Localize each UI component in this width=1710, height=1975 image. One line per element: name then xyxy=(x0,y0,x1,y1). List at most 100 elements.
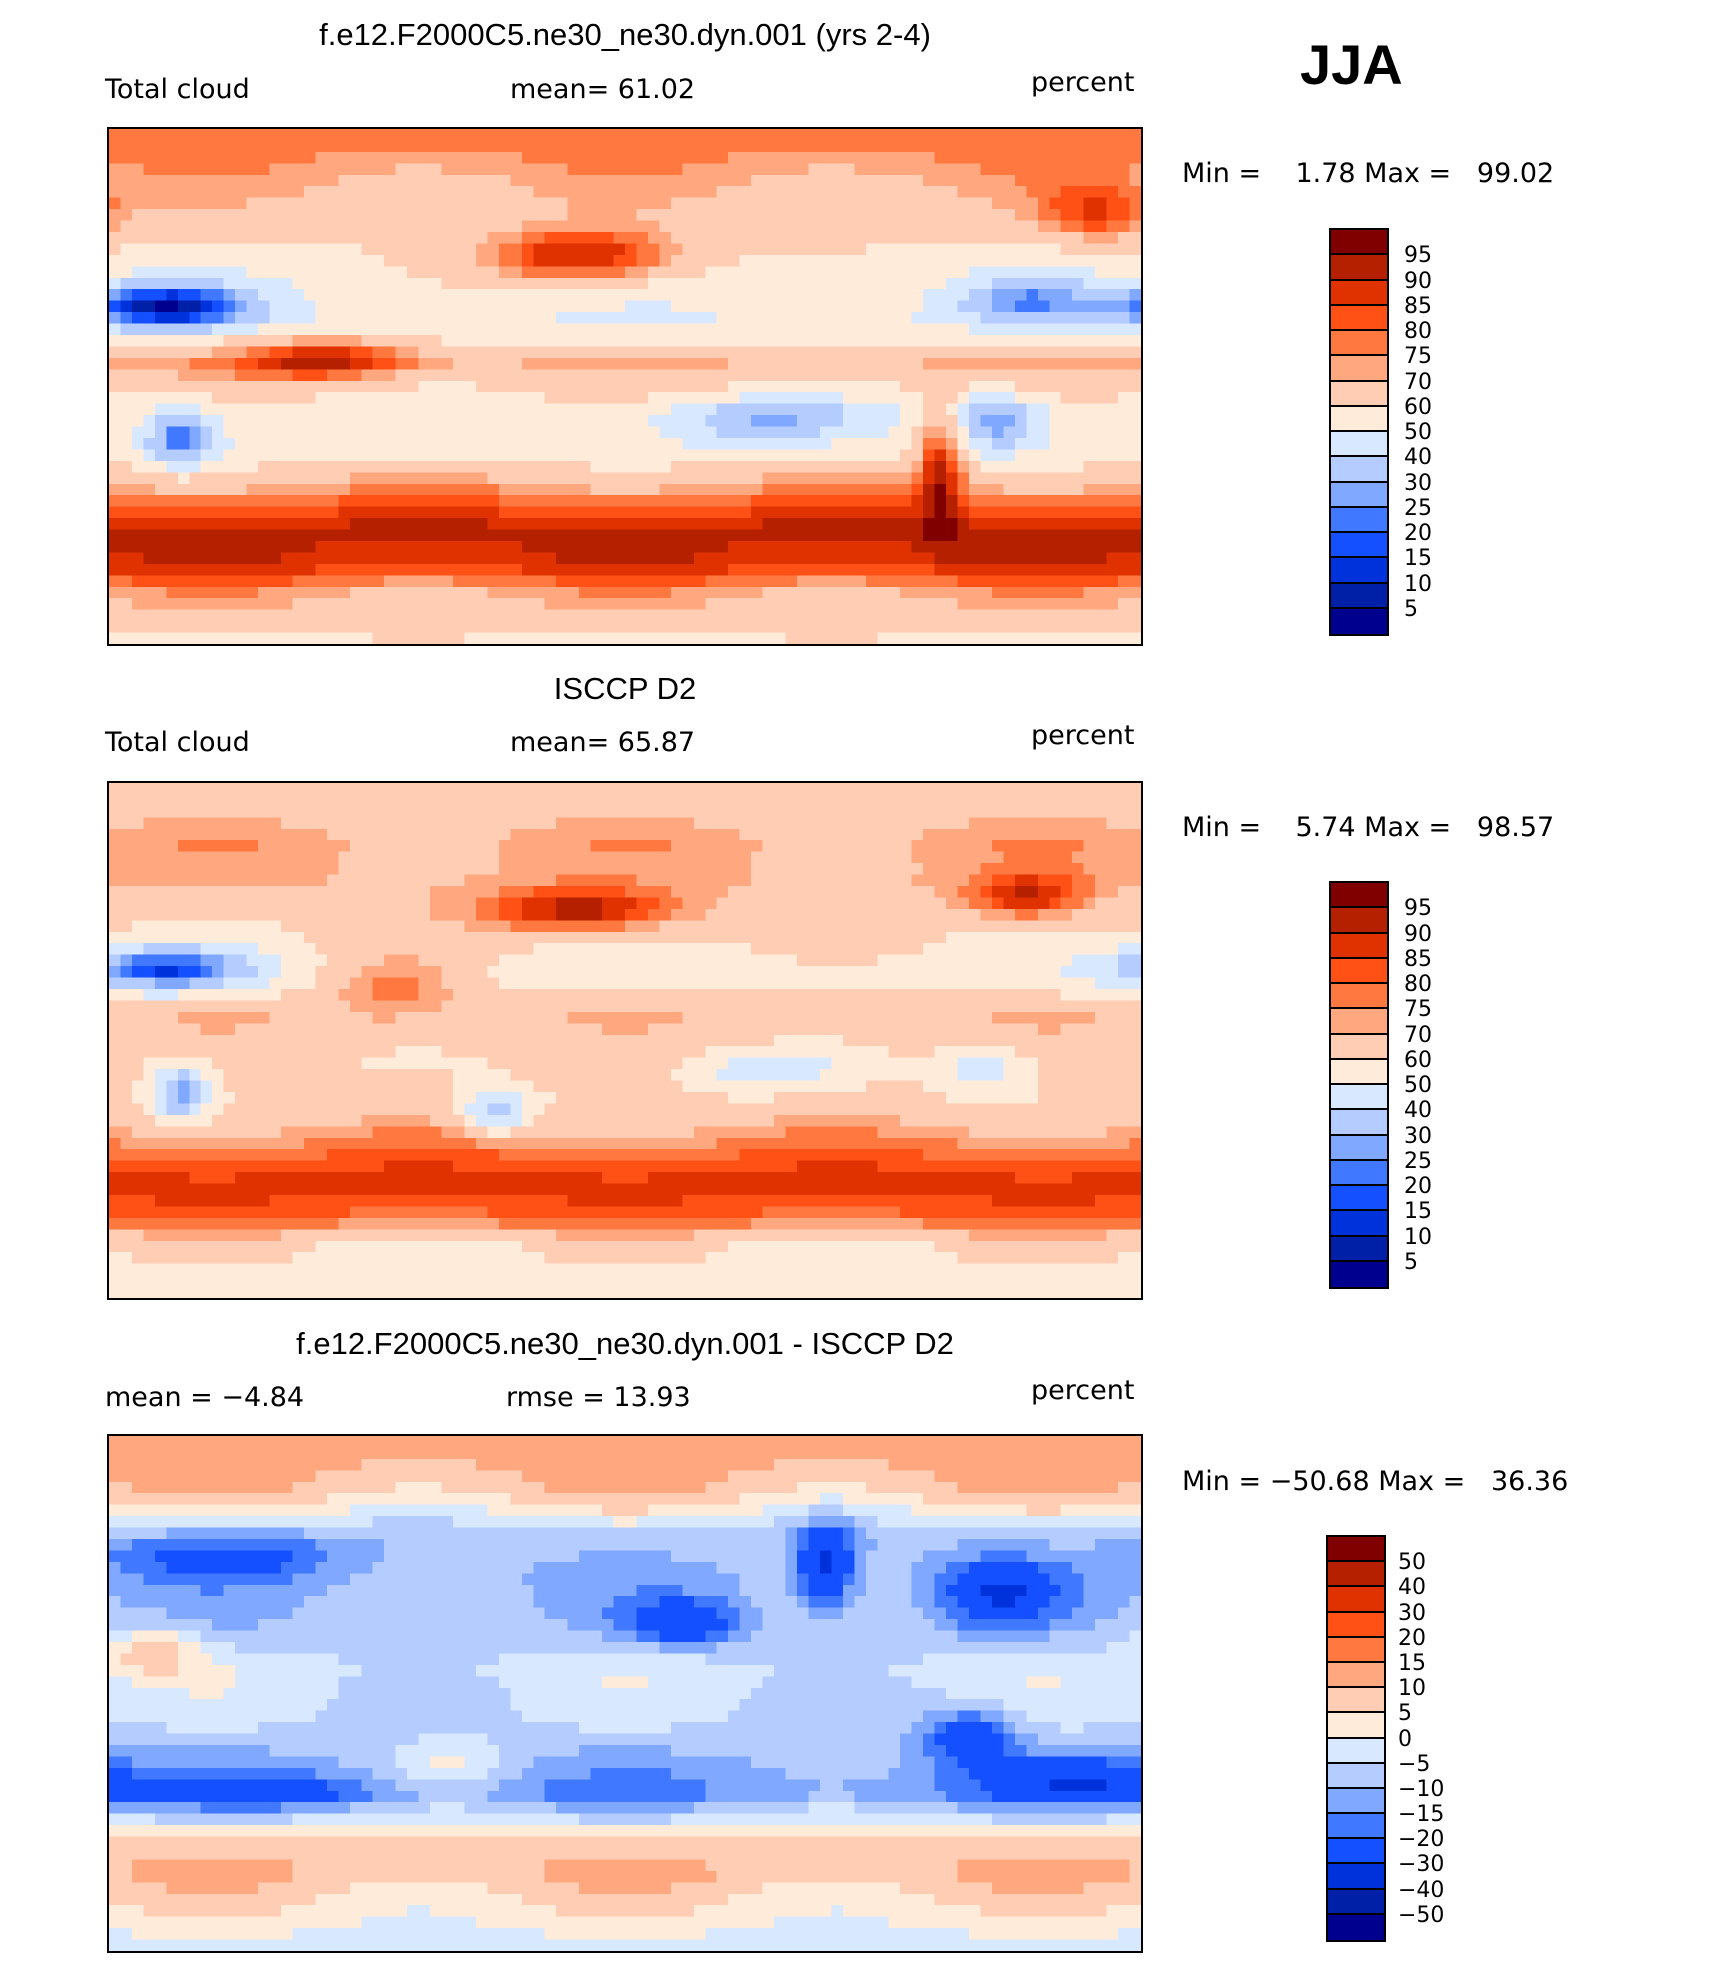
heatmap-cell xyxy=(166,174,179,187)
heatmap-cell xyxy=(510,506,523,519)
heatmap-cell xyxy=(762,518,775,531)
heatmap-cell xyxy=(407,369,420,382)
heatmap-cell xyxy=(693,495,706,508)
heatmap-cell xyxy=(991,506,1004,519)
heatmap-cell xyxy=(682,874,695,887)
heatmap-cell xyxy=(762,346,775,359)
heatmap-cell xyxy=(785,609,798,622)
heatmap-cell xyxy=(774,518,787,531)
heatmap-cell xyxy=(441,529,454,542)
heatmap-cell xyxy=(1037,817,1050,830)
heatmap-cell xyxy=(120,506,133,519)
heatmap-cell xyxy=(544,300,557,313)
heatmap-cell xyxy=(957,863,970,876)
heatmap-cell xyxy=(166,541,179,554)
heatmap-cell xyxy=(281,632,294,644)
heatmap-cell xyxy=(223,140,236,153)
heatmap-cell xyxy=(797,335,810,348)
heatmap-cell xyxy=(934,472,947,485)
heatmap-cell xyxy=(946,563,959,576)
heatmap-cell xyxy=(510,575,523,588)
heatmap-cell xyxy=(1106,632,1119,644)
heatmap-cell xyxy=(670,266,683,279)
heatmap-cell xyxy=(430,609,443,622)
heatmap-cell xyxy=(659,151,672,164)
heatmap-cell xyxy=(303,415,316,428)
heatmap-cell xyxy=(762,392,775,405)
heatmap-cell xyxy=(361,483,374,496)
heatmap-cell xyxy=(1003,817,1016,830)
heatmap-cell xyxy=(418,563,431,576)
heatmap-cell xyxy=(567,289,580,302)
heatmap-cell xyxy=(923,828,936,841)
heatmap-cell xyxy=(326,129,339,142)
heatmap-cell xyxy=(430,851,443,864)
heatmap-cell xyxy=(900,621,913,634)
heatmap-cell xyxy=(166,449,179,462)
heatmap-cell xyxy=(625,609,638,622)
heatmap-cell xyxy=(281,828,294,841)
heatmap-cell xyxy=(877,220,890,233)
heatmap-cell xyxy=(946,380,959,393)
heatmap-cell xyxy=(120,129,133,142)
heatmap-cell xyxy=(728,783,741,796)
heatmap-cell xyxy=(143,369,156,382)
heatmap-cell xyxy=(785,254,798,267)
heatmap-cell xyxy=(258,300,271,313)
heatmap-cell xyxy=(292,828,305,841)
heatmap-cell xyxy=(888,220,901,233)
heatmap-cell xyxy=(842,863,855,876)
heatmap-cell xyxy=(808,174,821,187)
heatmap-cell xyxy=(934,266,947,279)
heatmap-cell xyxy=(613,794,626,807)
heatmap-cell xyxy=(797,369,810,382)
heatmap-cell xyxy=(1106,254,1119,267)
heatmap-cell xyxy=(1014,346,1027,359)
heatmap-cell xyxy=(980,495,993,508)
heatmap-cell xyxy=(1129,403,1141,416)
heatmap-cell xyxy=(430,220,443,233)
heatmap-cell xyxy=(510,415,523,428)
heatmap-cell xyxy=(602,289,615,302)
heatmap-cell xyxy=(797,575,810,588)
heatmap-cell xyxy=(590,243,603,256)
heatmap-cell xyxy=(303,426,316,439)
heatmap-cell xyxy=(900,151,913,164)
heatmap-cell xyxy=(326,197,339,210)
heatmap-cell xyxy=(865,243,878,256)
heatmap-cell xyxy=(934,129,947,142)
heatmap-cell xyxy=(372,232,385,245)
heatmap-cell xyxy=(154,529,167,542)
heatmap-cell xyxy=(659,243,672,256)
heatmap-cell xyxy=(602,209,615,222)
heatmap-cell xyxy=(774,586,787,599)
heatmap-cell xyxy=(1083,449,1096,462)
heatmap-cell xyxy=(602,460,615,473)
heatmap-cell xyxy=(716,186,729,199)
heatmap-cell xyxy=(189,851,202,864)
heatmap-cell xyxy=(1003,243,1016,256)
heatmap-cell xyxy=(774,186,787,199)
heatmap-cell xyxy=(464,886,477,899)
heatmap-cell xyxy=(567,403,580,416)
heatmap-cell xyxy=(166,186,179,199)
heatmap-cell xyxy=(1060,243,1073,256)
heatmap-cell xyxy=(647,828,660,841)
heatmap-cell xyxy=(166,289,179,302)
heatmap-cell xyxy=(349,472,362,485)
heatmap-cell xyxy=(441,506,454,519)
heatmap-cell xyxy=(842,323,855,336)
heatmap-cell xyxy=(487,817,500,830)
heatmap-cell xyxy=(246,886,259,899)
heatmap-cell xyxy=(498,151,511,164)
heatmap-cell xyxy=(670,392,683,405)
heatmap-cell xyxy=(969,863,982,876)
heatmap-cell xyxy=(487,380,500,393)
heatmap-cell xyxy=(189,357,202,370)
heatmap-cell xyxy=(372,335,385,348)
heatmap-cell xyxy=(544,552,557,565)
heatmap-cell xyxy=(315,289,328,302)
heatmap-cell xyxy=(166,266,179,279)
heatmap-cell xyxy=(946,140,959,153)
heatmap-cell xyxy=(1049,794,1062,807)
